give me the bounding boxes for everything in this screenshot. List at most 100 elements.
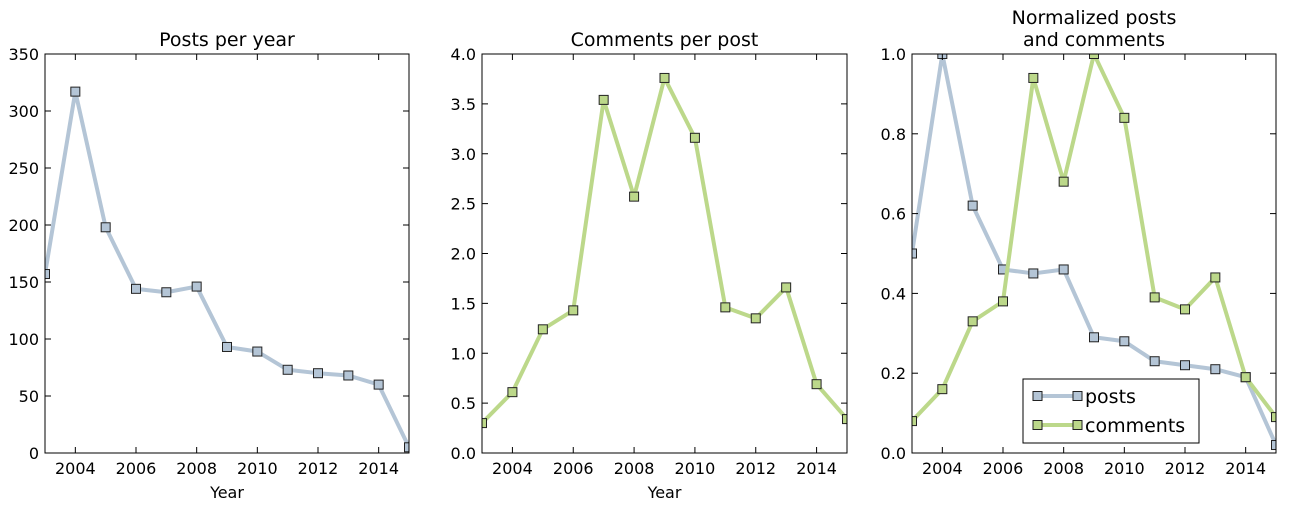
y-tick-label: 0.4 [881, 284, 906, 303]
marker [1180, 304, 1190, 315]
marker [1028, 268, 1039, 279]
y-tick-label: 0.5 [451, 394, 476, 413]
x-tick-label: 2004 [922, 459, 963, 478]
marker [161, 287, 172, 298]
x-tick-label: 2004 [55, 459, 96, 478]
x-tick-label: 2008 [614, 459, 655, 478]
plot-area [45, 86, 409, 453]
x-tick-label: 2012 [298, 459, 339, 478]
y-tick-label: 1.0 [451, 344, 476, 363]
y-tick-label: 0.0 [451, 444, 476, 463]
marker [912, 416, 917, 427]
x-axis-label: Year [647, 483, 682, 502]
x-tick-label: 2006 [553, 459, 594, 478]
y-tick-label: 4.0 [451, 45, 476, 64]
marker [1271, 412, 1276, 423]
marker [1089, 54, 1099, 59]
marker [967, 200, 978, 211]
marker [598, 94, 609, 105]
marker [1210, 272, 1221, 283]
x-axis-label: Year [209, 483, 244, 502]
x-tick-label: 2010 [1104, 459, 1145, 478]
y-tick-label: 0.2 [881, 364, 906, 383]
legend-frame [1022, 378, 1200, 444]
marker [1149, 292, 1160, 303]
axes-frame [44, 53, 410, 454]
y-tick-label: 250 [8, 159, 39, 178]
marker [131, 283, 141, 294]
plot-area [482, 72, 847, 429]
marker [842, 414, 847, 425]
marker [811, 379, 822, 390]
marker [1180, 360, 1190, 371]
x-tick-label: 2014 [1225, 459, 1266, 478]
x-tick-label: 2004 [492, 459, 533, 478]
marker [1058, 264, 1069, 275]
x-tick-label: 2006 [116, 459, 157, 478]
marker [937, 384, 948, 395]
marker [252, 346, 263, 357]
x-tick-label: 2012 [735, 459, 776, 478]
y-tick-label: 350 [8, 45, 39, 64]
marker [998, 296, 1008, 307]
y-tick-label: 300 [8, 102, 39, 121]
marker [1089, 332, 1099, 343]
y-tick-label: 2.0 [451, 245, 476, 264]
x-tick-label: 2006 [983, 459, 1024, 478]
x-tick-label: 2012 [1165, 459, 1206, 478]
y-tick-label: 0.0 [881, 444, 906, 463]
marker [313, 368, 323, 379]
y-tick-label: 0 [29, 444, 39, 463]
marker [507, 387, 518, 398]
series-line [482, 75, 847, 425]
x-tick-label: 2014 [796, 459, 837, 478]
marker [1119, 336, 1130, 347]
marker [967, 316, 978, 327]
y-tick-label: 200 [8, 216, 39, 235]
y-tick-label: 3.0 [451, 145, 476, 164]
plot-area [912, 54, 1276, 451]
marker [912, 248, 917, 259]
marker [191, 281, 202, 292]
series-line [912, 54, 1276, 423]
marker [781, 282, 792, 293]
marker [1240, 372, 1251, 383]
x-tick-label: 2008 [176, 459, 217, 478]
legend: posts comments [1022, 378, 1200, 444]
marker [1119, 112, 1130, 123]
x-tick-label: 2008 [1043, 459, 1084, 478]
y-tick-label: 150 [8, 273, 39, 292]
chart-title: Posts per year [159, 29, 295, 51]
marker [45, 269, 50, 280]
chart-title: Comments per post [571, 29, 759, 51]
y-tick-label: 50 [19, 387, 39, 406]
x-tick-label: 2010 [675, 459, 716, 478]
marker [404, 442, 409, 453]
y-tick-label: 1.0 [881, 45, 906, 64]
axes-frame [481, 53, 848, 454]
marker [70, 86, 81, 97]
marker [282, 364, 293, 375]
marker [343, 370, 354, 381]
y-tick-label: 100 [8, 330, 39, 349]
marker [1058, 176, 1069, 187]
marker [568, 305, 579, 316]
legend-marker [1032, 391, 1043, 401]
marker [750, 313, 761, 324]
x-tick-label: 2010 [237, 459, 278, 478]
marker [720, 302, 731, 313]
marker [689, 132, 700, 143]
legend-label: comments [1085, 415, 1185, 437]
y-tick-label: 0.6 [881, 205, 906, 224]
marker [222, 341, 232, 352]
y-tick-label: 3.5 [451, 95, 476, 114]
y-tick-label: 2.5 [451, 195, 476, 214]
marker [1271, 440, 1276, 451]
marker [1028, 72, 1039, 83]
marker [537, 324, 548, 335]
legend-marker [1072, 420, 1083, 430]
marker [373, 379, 384, 390]
y-tick-label: 0.8 [881, 125, 906, 144]
legend-marker [1032, 420, 1043, 430]
